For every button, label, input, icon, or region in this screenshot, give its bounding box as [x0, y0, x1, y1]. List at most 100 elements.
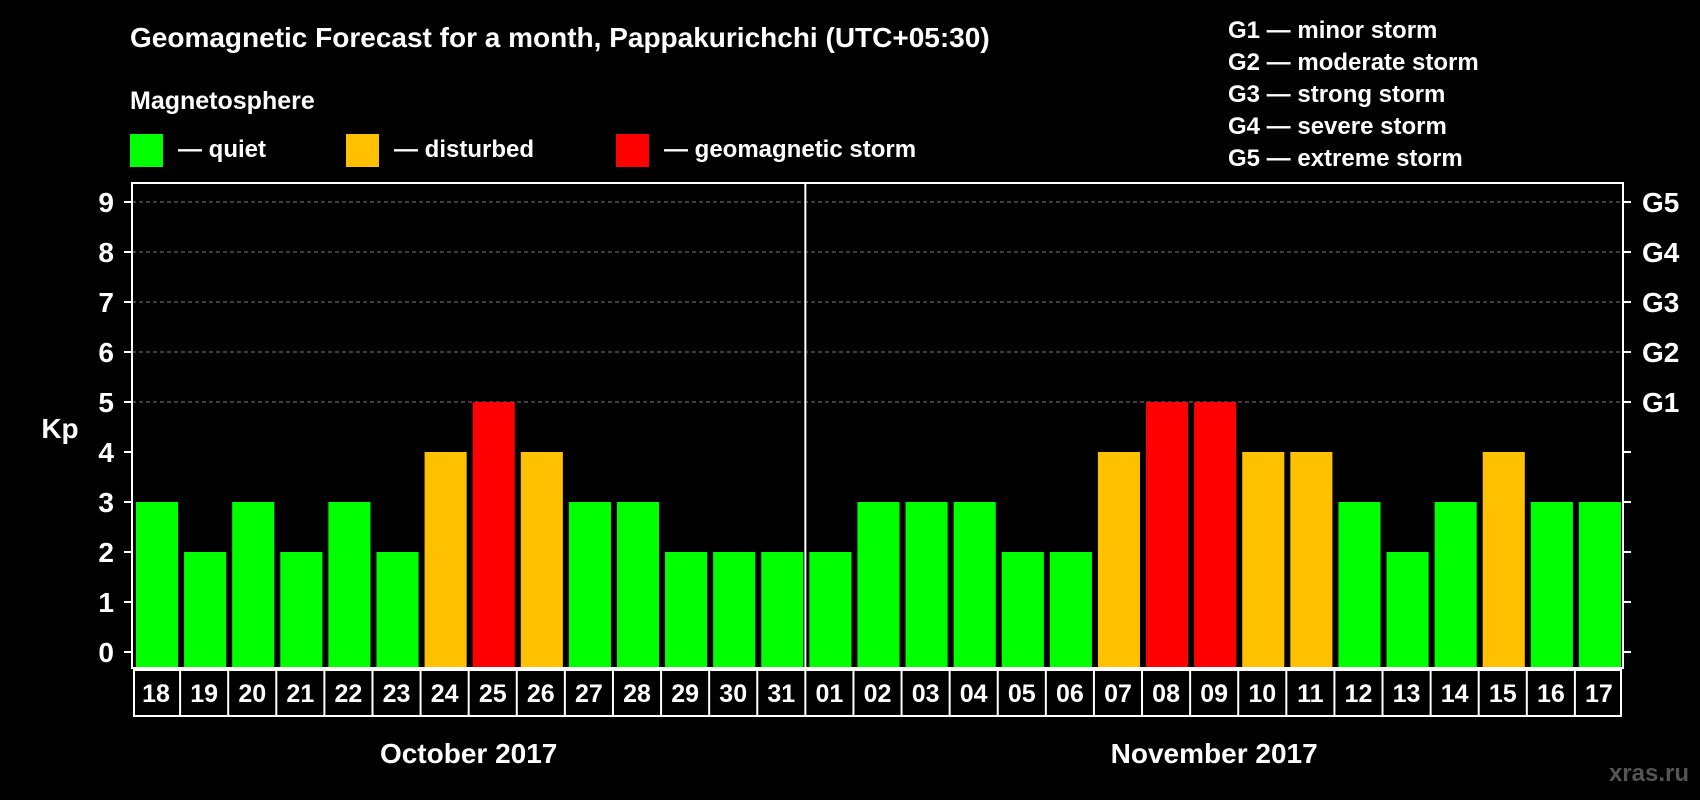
storm-scale-g5: G5 — extreme storm — [1228, 145, 1463, 172]
bar — [232, 502, 275, 668]
bar — [520, 452, 563, 668]
date-label: 19 — [190, 680, 218, 708]
bar — [905, 502, 948, 668]
bar — [280, 552, 323, 668]
bar — [1242, 452, 1285, 668]
date-label: 25 — [479, 680, 507, 708]
bar — [1338, 502, 1381, 668]
date-label: 12 — [1345, 680, 1373, 708]
bar — [1290, 452, 1333, 668]
storm-scale-g1: G1 — minor storm — [1228, 17, 1437, 44]
chart-title: Geomagnetic Forecast for a month, Pappak… — [130, 22, 990, 53]
y-axis-label: Kp — [41, 413, 78, 444]
date-label: 27 — [575, 680, 603, 708]
date-label: 05 — [1008, 680, 1036, 708]
storm-scale-g3: G3 — strong storm — [1228, 81, 1445, 108]
bar — [1097, 452, 1141, 668]
y-tick-label: 1 — [98, 587, 114, 618]
legend-swatch-quiet — [130, 134, 163, 167]
date-label: 11 — [1297, 680, 1324, 708]
watermark: xras.ru — [1609, 760, 1689, 787]
storm-scale: G1 — minor storm G2 — moderate storm G3 … — [1228, 17, 1479, 172]
date-label: 22 — [335, 680, 363, 708]
date-label: 08 — [1152, 680, 1180, 708]
legend-swatch-storm — [616, 134, 649, 167]
y-tick-label: 2 — [98, 537, 114, 568]
month-label: October 2017 — [380, 738, 557, 769]
date-label: 09 — [1200, 680, 1228, 708]
bar — [1001, 552, 1044, 668]
date-label: 28 — [623, 680, 651, 708]
date-label: 10 — [1248, 680, 1276, 708]
y-tick-label: 4 — [98, 437, 114, 468]
y-tick-label: 8 — [98, 237, 114, 268]
date-label: 21 — [286, 680, 314, 708]
date-label: 17 — [1585, 680, 1613, 708]
right-axis-label: G3 — [1642, 287, 1679, 318]
date-label: 04 — [960, 680, 988, 708]
date-label: 15 — [1489, 680, 1517, 708]
legend: — quiet — disturbed — geomagnetic storm — [130, 134, 916, 167]
bar — [1386, 552, 1429, 668]
bar — [1146, 402, 1189, 668]
date-label: 02 — [864, 680, 892, 708]
right-axis-label: G1 — [1642, 387, 1679, 418]
date-label: 24 — [431, 680, 459, 708]
legend-label-storm: — geomagnetic storm — [664, 136, 916, 163]
bar — [1530, 502, 1573, 668]
bar — [665, 552, 708, 668]
date-label: 26 — [527, 680, 555, 708]
date-label: 16 — [1537, 680, 1565, 708]
legend-label-quiet: — quiet — [178, 136, 266, 163]
bar — [1482, 452, 1525, 668]
bar — [424, 452, 467, 668]
legend-swatch-disturbed — [346, 134, 379, 167]
bar — [857, 502, 900, 668]
right-axis-label: G5 — [1642, 187, 1679, 218]
bar — [809, 552, 852, 668]
bar — [953, 502, 996, 668]
bar — [616, 502, 660, 668]
right-axis-label: G4 — [1642, 237, 1680, 268]
bar — [568, 502, 611, 668]
y-tick-label: 5 — [98, 387, 114, 418]
legend-heading: Magnetosphere — [130, 87, 315, 115]
date-label: 23 — [383, 680, 411, 708]
right-axis-label: G2 — [1642, 337, 1679, 368]
bar — [184, 552, 227, 668]
bar — [1049, 552, 1092, 668]
bar — [761, 552, 804, 668]
storm-scale-g2: G2 — moderate storm — [1228, 49, 1479, 76]
date-label: 06 — [1056, 680, 1084, 708]
bar — [1194, 402, 1237, 668]
storm-scale-g4: G4 — severe storm — [1228, 113, 1447, 140]
plot-frame — [131, 182, 1624, 669]
y-tick-label: 9 — [98, 187, 114, 218]
bar — [376, 552, 419, 668]
bar — [328, 502, 371, 668]
y-tick-label: 7 — [98, 287, 114, 318]
date-label: 13 — [1393, 680, 1421, 708]
bar — [1578, 502, 1621, 668]
date-label: 18 — [142, 680, 170, 708]
date-label: 30 — [719, 680, 747, 708]
date-label: 01 — [815, 680, 843, 708]
bar — [136, 502, 179, 668]
bar — [472, 402, 515, 668]
legend-label-disturbed: — disturbed — [394, 136, 534, 163]
date-label: 31 — [767, 680, 795, 708]
date-row-frame — [133, 669, 1622, 717]
date-label: 14 — [1441, 680, 1469, 708]
y-tick-label: 0 — [98, 637, 114, 668]
bar — [713, 552, 756, 668]
date-label: 07 — [1104, 680, 1132, 708]
date-label: 29 — [671, 680, 699, 708]
month-label: November 2017 — [1111, 738, 1318, 769]
y-tick-label: 3 — [98, 487, 114, 518]
date-label: 03 — [912, 680, 940, 708]
bar — [1434, 502, 1477, 668]
date-label: 20 — [238, 680, 266, 708]
y-tick-label: 6 — [98, 337, 114, 368]
